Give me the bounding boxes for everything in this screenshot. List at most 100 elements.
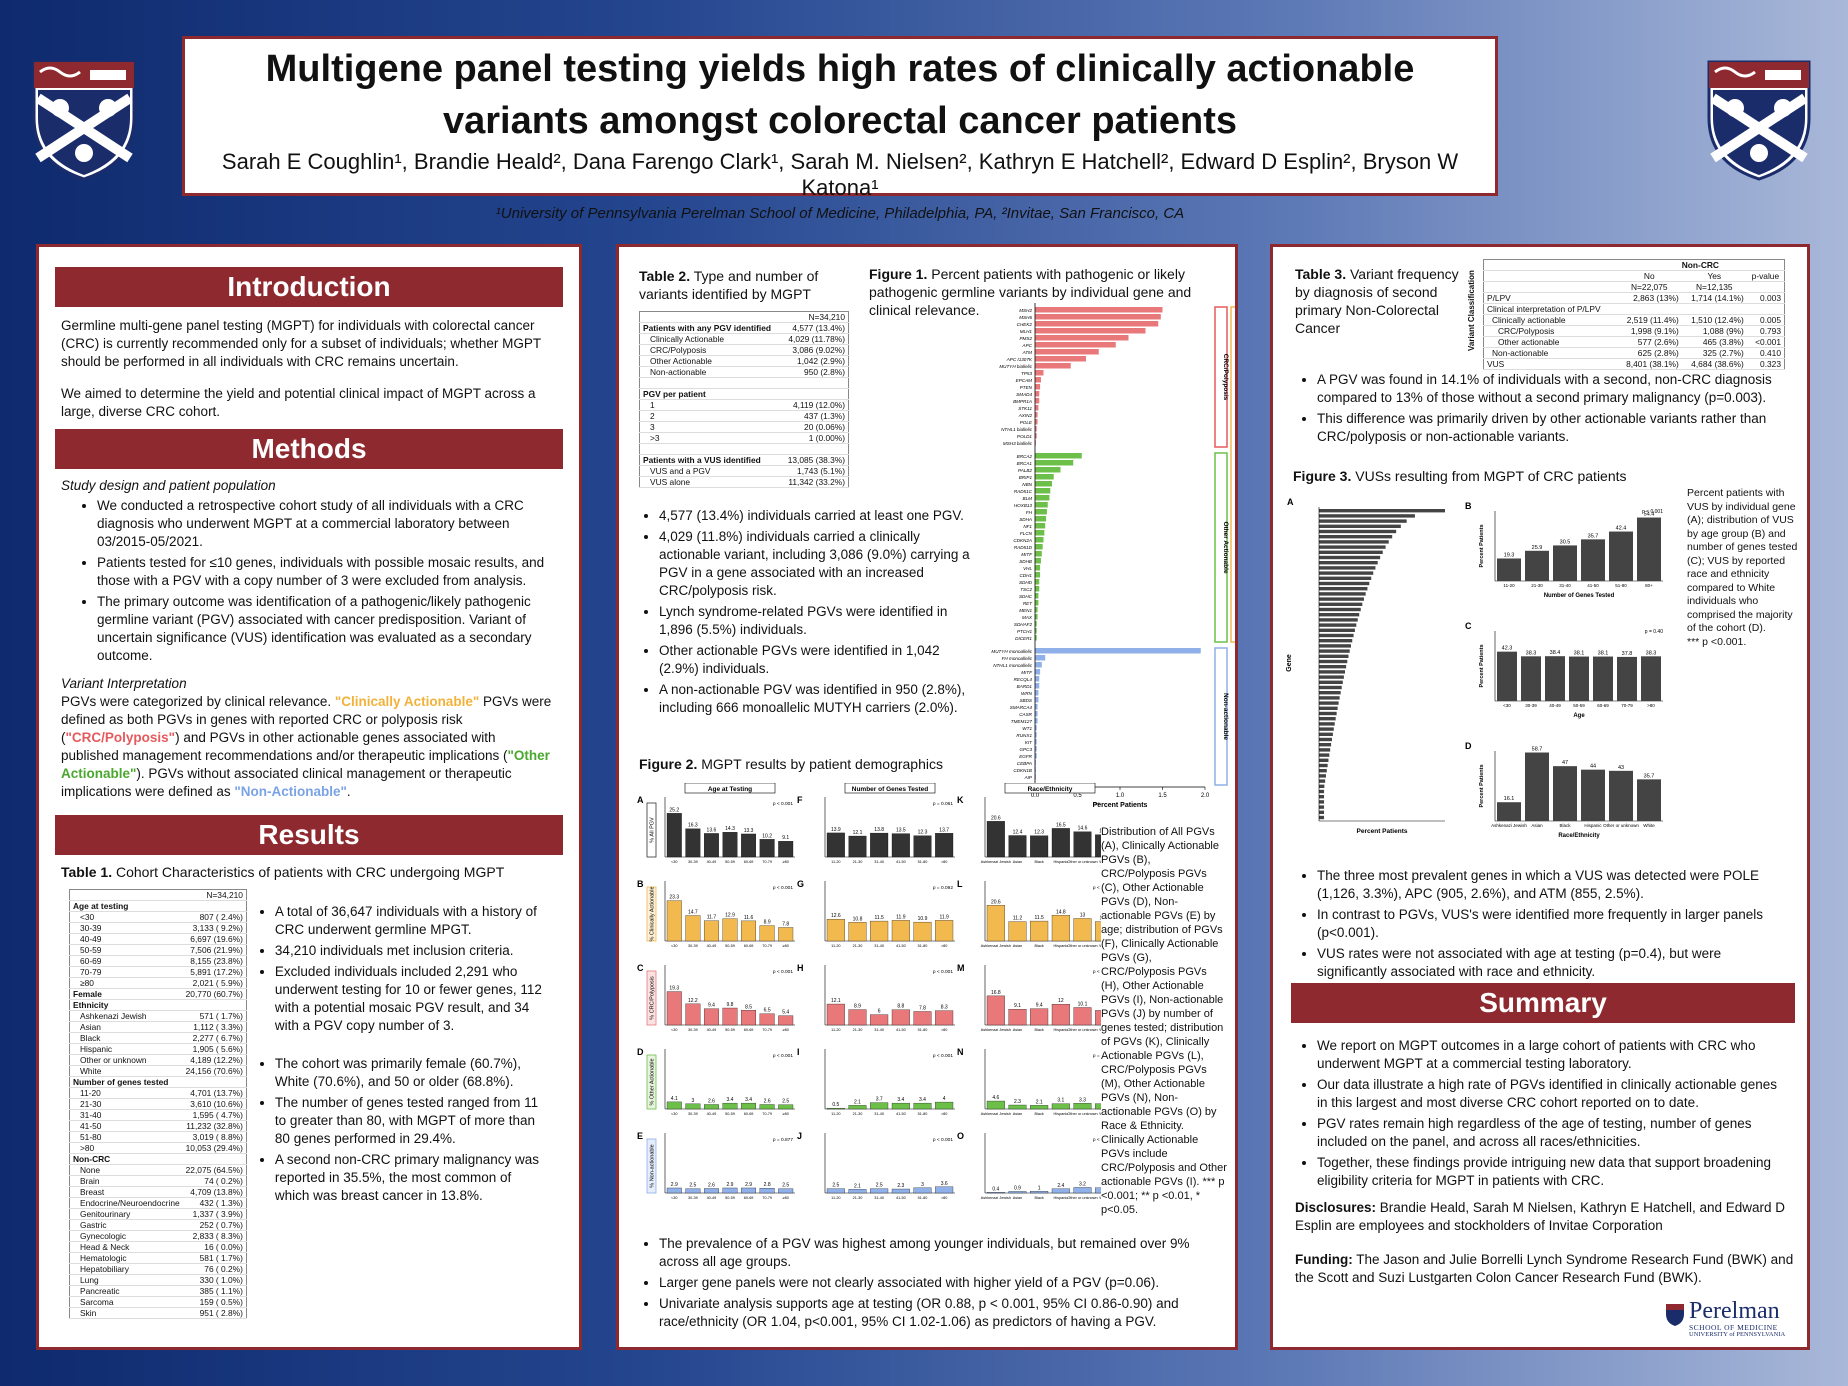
bar-value: 10.2	[762, 833, 772, 839]
table2: N=34,210 Patients with any PGV identifie…	[639, 311, 849, 488]
gene-bar	[1319, 737, 1332, 742]
demographic-bullet: Univariate analysis supports age at test…	[659, 1295, 1201, 1331]
bar	[741, 1102, 757, 1110]
p-value: p = 0.40	[1645, 629, 1663, 635]
gene-bar	[1035, 774, 1036, 780]
table3-caption-label: Table 3.	[1295, 266, 1347, 282]
tick-label: Hispanic	[1054, 860, 1069, 864]
tick-label: 70-79	[762, 944, 772, 948]
bar	[1545, 656, 1565, 701]
p-value: p = 0.877	[773, 1137, 793, 1143]
table2-header: N=34,210	[781, 311, 849, 323]
table-row: CRC/Polyposis 1,998 (9.1%) 1,088 (9%) 0.793	[1483, 325, 1785, 337]
table-cell: Breast	[69, 1186, 183, 1198]
bar-value: 0.4	[992, 1186, 999, 1192]
bar	[1030, 1191, 1049, 1194]
bar	[1637, 517, 1661, 581]
table3-caption-text: Variant frequency by diagnosis of second…	[1295, 266, 1459, 336]
bar	[935, 1101, 954, 1110]
table-cell: Age at testing	[69, 900, 183, 912]
bar-value: 9.1	[1014, 1003, 1021, 1009]
x-axis-label: Age	[1573, 713, 1585, 719]
bar-value: 3.4	[727, 1097, 734, 1103]
table-cell: 465 (3.8%)	[1681, 336, 1747, 348]
table-cell: 581 ( 1.7%)	[182, 1252, 247, 1264]
bar	[1008, 921, 1027, 942]
bar-value: 3	[691, 1098, 694, 1104]
results-bullet: The number of genes tested ranged from 1…	[275, 1094, 547, 1148]
tick-label: Asian	[1013, 1196, 1023, 1200]
fig2-caption: Figure 2. MGPT results by patient demogr…	[639, 755, 943, 773]
tick-label: <30	[671, 944, 677, 948]
bar-value: 12.3	[918, 830, 928, 836]
tick-label: 30-39	[688, 860, 698, 864]
table-cell	[182, 900, 247, 912]
gene-label: SDHD	[1019, 580, 1033, 585]
y-axis-label: Percent Patients	[1479, 764, 1485, 807]
bar-value: 11.6	[744, 915, 754, 921]
summary-bullets: We report on MGPT outcomes in a large co…	[1299, 1037, 1789, 1193]
results-heading: Results	[55, 815, 563, 855]
bar	[685, 1103, 701, 1110]
bar	[913, 1011, 932, 1026]
bar-value: 58.7	[1532, 747, 1543, 753]
tick-label: 51-80	[918, 944, 928, 948]
bar-value: 20.6	[991, 815, 1001, 821]
bar-value: 9.1	[782, 835, 789, 841]
bar-value: 11.2	[1013, 916, 1023, 922]
bar	[1525, 550, 1549, 581]
tick-label: 21-30	[853, 1112, 863, 1116]
table-cell: 807 ( 2.4%)	[182, 911, 247, 923]
bar-value: 38.4	[1550, 650, 1561, 656]
table-cell: 1,743 (5.1%)	[781, 465, 849, 477]
bar	[891, 833, 910, 858]
bar-value: 47	[1562, 760, 1568, 766]
table-row: Patients with any PGV identified 4,577 (1…	[639, 322, 849, 334]
gene-bar	[1319, 696, 1340, 700]
tick-label: <30	[671, 1112, 677, 1116]
table-row: Number of genes tested	[69, 1076, 247, 1088]
bar	[1030, 1105, 1049, 1110]
tick-label: 50-59	[725, 944, 735, 948]
table3-header-cell	[1483, 270, 1617, 282]
gene-bar	[1035, 551, 1042, 557]
gene-label: NTHL1 biallelic	[1001, 427, 1033, 432]
bar	[1609, 531, 1633, 581]
gene-bar	[1035, 676, 1040, 682]
gene-bar	[1319, 706, 1338, 710]
gene-bar	[1319, 789, 1325, 794]
table-row: Hepatobiliary 76 ( 0.2%)	[69, 1263, 247, 1275]
table-cell: ≥80	[69, 977, 183, 989]
table-cell	[781, 388, 849, 400]
bar	[870, 920, 889, 942]
table-cell: 325 (2.7%)	[1681, 347, 1747, 359]
table-cell: 31-40	[69, 1109, 183, 1121]
pgv-bullets: 4,577 (13.4%) individuals carried at lea…	[641, 507, 971, 720]
results-bullet: The cohort was primarily female (60.7%),…	[275, 1055, 547, 1091]
bracket-box	[1214, 452, 1228, 643]
gene-bar	[1319, 815, 1325, 820]
bar	[1073, 918, 1092, 942]
table-cell: 4,709 (13.8%)	[182, 1186, 247, 1198]
gene-bar	[1319, 680, 1343, 684]
gene-label: KIT	[1025, 740, 1033, 745]
poster-title: Multigene panel testing yields high rate…	[185, 43, 1495, 147]
table-row: Pancreatic 385 ( 1.1%)	[69, 1285, 247, 1297]
bar-value: 13.5	[896, 828, 906, 834]
gene-label: CDKN1B	[1013, 768, 1032, 773]
table-row	[639, 443, 849, 455]
gene-bar	[1319, 810, 1325, 814]
tick-label: ≥80	[783, 1028, 789, 1032]
gene-label: GPC3	[1019, 747, 1032, 752]
tick-label: 21-30	[1531, 583, 1543, 588]
tick-label: Other or unknown	[1067, 860, 1097, 864]
bar-value: 7.8	[919, 1005, 926, 1011]
gene-label: BRIP1	[1019, 475, 1033, 480]
table-row: Lung 330 ( 1.0%)	[69, 1274, 247, 1286]
bar	[1569, 656, 1589, 701]
bar-value: 12.9	[1099, 829, 1101, 835]
bar-value: 19.3	[669, 986, 679, 992]
bar	[722, 1007, 738, 1026]
fig3-description: Percent patients with VUS by individual …	[1687, 487, 1799, 649]
tick-label: <30	[671, 1028, 677, 1032]
